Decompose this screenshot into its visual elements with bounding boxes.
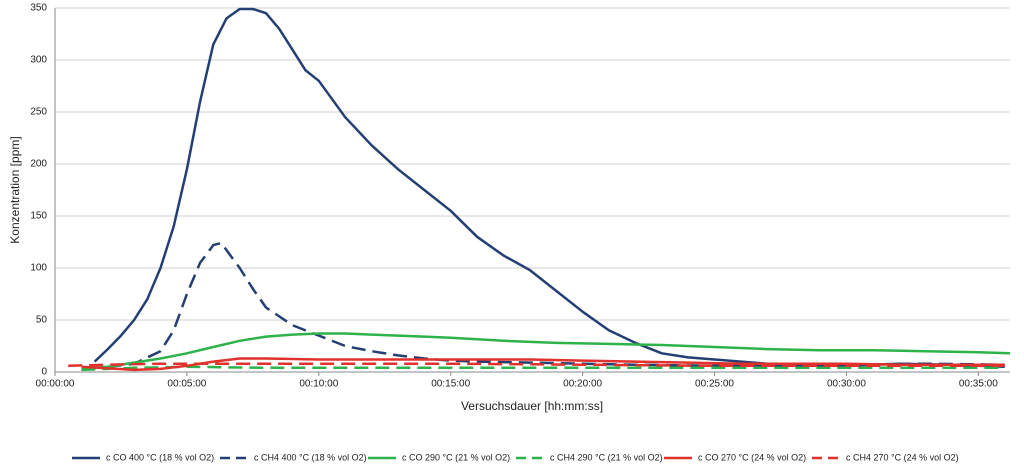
- y-tick-label: 100: [30, 263, 47, 274]
- y-tick-label: 0: [41, 367, 47, 378]
- x-tick-label: 00:20:00: [563, 379, 602, 390]
- y-axis-title: Konzentration [ppm]: [8, 136, 22, 243]
- x-tick-label: 00:15:00: [431, 379, 470, 390]
- series-line: [81, 365, 1005, 372]
- x-axis-title: Versuchsdauer [hh:mm:ss]: [461, 399, 603, 413]
- series-line: [107, 241, 1005, 369]
- legend-text: c CH4 270 °C (24 % vol O2): [846, 452, 959, 462]
- legend-text: c CO 270 °C (24 % vol O2): [698, 452, 806, 462]
- y-tick-label: 300: [30, 55, 47, 66]
- x-tick-label: 00:00:00: [36, 379, 75, 390]
- series-line: [93, 7, 1005, 369]
- y-tick-label: 50: [36, 315, 48, 326]
- x-tick-label: 00:10:00: [299, 379, 338, 390]
- x-tick-label: 00:05:00: [167, 379, 206, 390]
- legend-text: c CO 290 °C (21 % vol O2): [402, 452, 510, 462]
- y-tick-label: 350: [30, 3, 47, 14]
- series-line: [68, 362, 1005, 368]
- series-line: [81, 332, 1011, 371]
- x-tick-label: 00:35:00: [959, 379, 998, 390]
- legend-text: c CH4 290 °C (21 % vol O2): [550, 452, 663, 462]
- x-tick-label: 00:30:00: [827, 379, 866, 390]
- legend-text: c CO 400 °C (18 % vol O2): [106, 452, 214, 462]
- y-tick-label: 150: [30, 211, 47, 222]
- y-tick-label: 250: [30, 107, 47, 118]
- x-tick-label: 00:25:00: [695, 379, 734, 390]
- legend-text: c CH4 400 °C (18 % vol O2): [254, 452, 367, 462]
- y-tick-label: 200: [30, 159, 47, 170]
